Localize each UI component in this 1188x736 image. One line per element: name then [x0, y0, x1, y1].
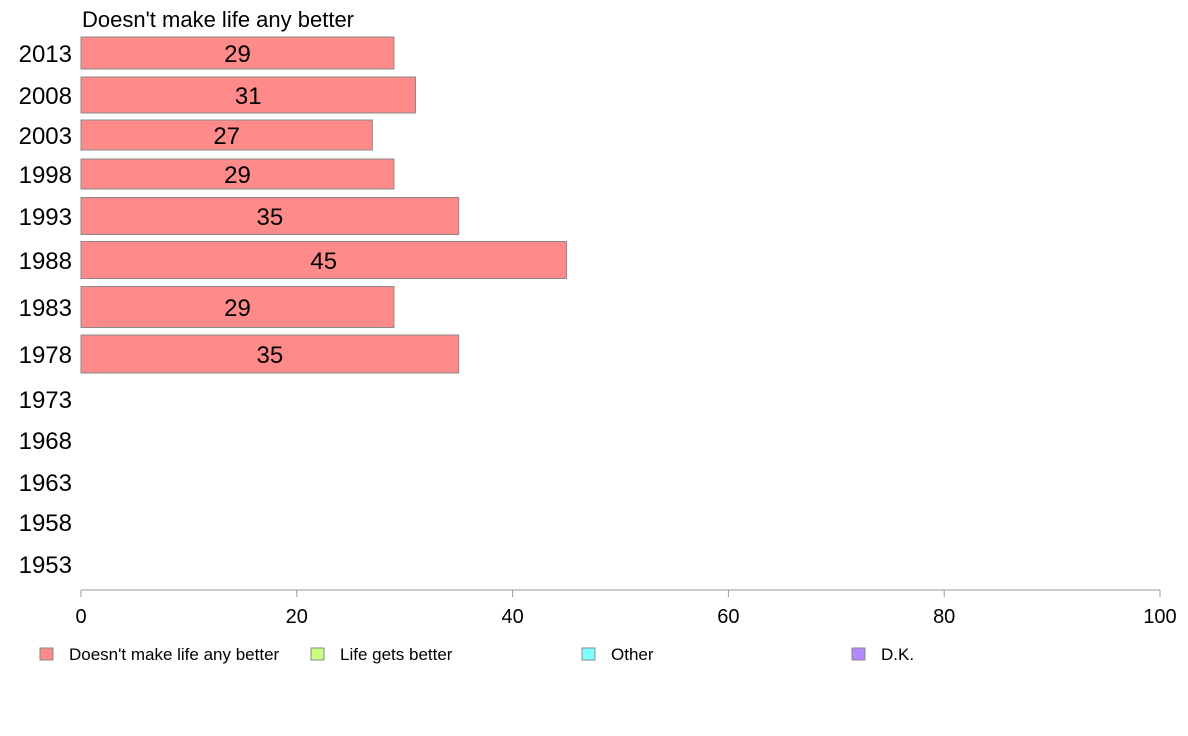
y-axis-labels: 2013 2008 2003 1998 1993 1988 1983 1978 1973 1968… — [19, 41, 72, 579]
bar-value-label: 29 — [224, 295, 251, 322]
x-tick-label: 100 — [1143, 606, 1176, 628]
x-tick-label: 40 — [501, 606, 523, 628]
bar-value-label: 35 — [256, 342, 283, 369]
y-axis-label: 2003 — [19, 123, 72, 150]
y-axis-label: 1998 — [19, 162, 72, 189]
bar — [80, 286, 395, 328]
legend: Doesn't make life any better Life gets be… — [39, 645, 914, 664]
y-axis-label: 1973 — [19, 387, 72, 414]
legend-label: D.K. — [881, 645, 914, 664]
legend-swatch — [851, 647, 866, 661]
legend-label: Doesn't make life any better — [69, 645, 280, 664]
bar — [80, 334, 460, 374]
bar-value-label: 27 — [213, 123, 240, 150]
y-axis-label: 2013 — [19, 41, 72, 68]
bar — [80, 76, 416, 114]
x-tick-label: 20 — [286, 606, 308, 628]
chart-title: Doesn't make life any better — [82, 7, 354, 32]
legend-label: Life gets better — [340, 645, 453, 664]
bar-value-label: 31 — [235, 83, 262, 110]
bar — [80, 197, 460, 235]
y-axis-label: 2008 — [19, 83, 72, 110]
bar-value-label: 35 — [256, 204, 283, 231]
x-tick-label: 0 — [75, 606, 86, 628]
bar-value-label: 29 — [224, 162, 251, 189]
bar — [80, 36, 395, 70]
bar-value-label: 29 — [224, 41, 251, 68]
y-axis-label: 1983 — [19, 295, 72, 322]
bar — [80, 119, 373, 151]
y-axis-label: 1978 — [19, 342, 72, 369]
legend-swatch — [310, 647, 325, 661]
bar-value-label: 45 — [310, 248, 337, 275]
x-tick-label: 80 — [933, 606, 955, 628]
y-axis-label: 1993 — [19, 204, 72, 231]
y-axis-label: 1958 — [19, 510, 72, 537]
x-axis: 0 20 40 60 80 100 — [75, 589, 1177, 628]
y-axis-label: 1953 — [19, 552, 72, 579]
y-axis-label: 1968 — [19, 428, 72, 455]
legend-label: Other — [611, 645, 654, 664]
bar — [80, 158, 395, 190]
y-axis-label: 1988 — [19, 248, 72, 275]
y-axis-label: 1963 — [19, 470, 72, 497]
x-tick-label: 60 — [717, 606, 739, 628]
legend-swatch — [39, 647, 54, 661]
legend-swatch — [581, 647, 596, 661]
bar — [80, 241, 568, 279]
